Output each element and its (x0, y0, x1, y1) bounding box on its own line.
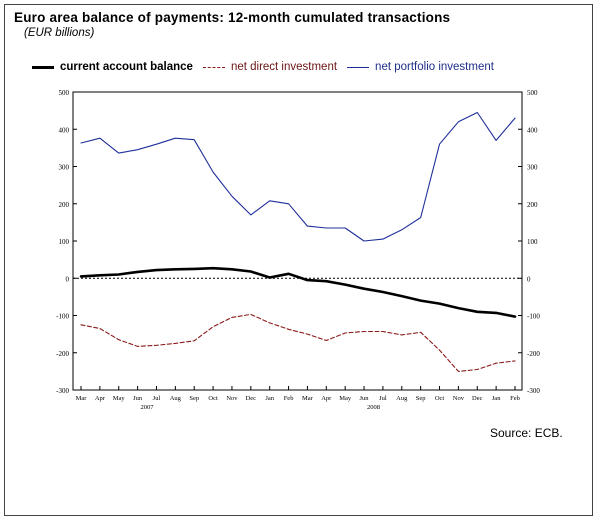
x-tick-label: Apr (95, 395, 106, 402)
legend-label-net-portfolio: net portfolio investment (375, 61, 494, 73)
y-tick-label-left: -100 (56, 313, 69, 321)
x-tick-label: Nov (453, 395, 465, 402)
x-tick-label: Apr (321, 395, 332, 402)
x-tick-label: Feb (510, 395, 520, 402)
x-tick-label: Nov (226, 395, 238, 402)
x-year-label: 2008 (367, 404, 380, 411)
x-tick-label: Feb (284, 395, 294, 402)
x-tick-label: Oct (208, 395, 218, 402)
x-tick-label: Mar (302, 395, 314, 402)
y-tick-label-left: -300 (56, 387, 69, 395)
y-tick-label-left: 0 (66, 275, 70, 283)
x-tick-label: Dec (472, 395, 483, 402)
x-tick-label: May (113, 395, 126, 402)
x-tick-label: Jul (379, 395, 387, 402)
y-tick-label-right: 400 (527, 126, 538, 134)
series-line-current-account-balance (79, 266, 517, 318)
x-tick-label: Jul (153, 395, 161, 402)
y-tick-label-left: 200 (59, 201, 70, 209)
legend-item-net-direct: net direct investment (202, 61, 338, 73)
legend-swatch-net-direct (202, 66, 225, 68)
y-tick-label-right: -300 (527, 387, 540, 395)
y-tick-label-left: 400 (59, 126, 70, 134)
x-tick-label: Jun (133, 395, 143, 402)
y-tick-label-right: 200 (527, 201, 538, 209)
x-tick-label: Aug (396, 395, 408, 402)
plot-area-border (72, 91, 523, 391)
x-tick-label: Jan (492, 395, 501, 402)
y-tick-label-right: -100 (527, 313, 540, 321)
y-tick-label-right: 100 (527, 238, 538, 246)
x-tick-label: Jun (360, 395, 370, 402)
x-tick-label: May (339, 395, 352, 402)
x-year-label: 2007 (141, 404, 155, 411)
y-tick-label-left: 100 (59, 238, 70, 246)
x-tick-label: Jan (265, 395, 274, 402)
legend-swatch-current-account (32, 65, 54, 69)
legend-swatch-net-portfolio (347, 66, 370, 68)
y-tick-label-right: -200 (527, 350, 540, 358)
y-tick-label-left: -200 (56, 350, 69, 358)
y-tick-label-right: 300 (527, 164, 538, 172)
x-tick-label: Sep (189, 395, 199, 402)
series-line-net-direct-investment (80, 313, 516, 372)
legend-item-net-portfolio: net portfolio investment (347, 61, 494, 73)
x-tick-label: Aug (170, 395, 182, 402)
series-line-net-portfolio-investment (80, 111, 516, 242)
y-tick-label-right: 500 (527, 89, 538, 97)
source-note: Source: ECB. (490, 426, 563, 440)
x-tick-label: Mar (76, 395, 88, 402)
chart-title: Euro area balance of payments: 12-month … (14, 10, 451, 25)
x-tick-label: Sep (416, 395, 426, 402)
y-tick-label-right: 0 (527, 275, 531, 283)
legend-label-current-account: current account balance (60, 61, 193, 73)
legend-label-net-direct: net direct investment (230, 61, 338, 73)
chart-legend: current account balance net direct inves… (32, 59, 504, 75)
x-tick-label: Dec (246, 395, 257, 402)
x-tick-label: Oct (435, 395, 445, 402)
chart-frame (4, 4, 593, 516)
legend-item-current-account: current account balance (32, 61, 193, 73)
y-tick-label-left: 300 (59, 164, 70, 172)
y-tick-label-left: 500 (59, 89, 70, 97)
chart-subtitle: (EUR billions) (24, 27, 95, 39)
